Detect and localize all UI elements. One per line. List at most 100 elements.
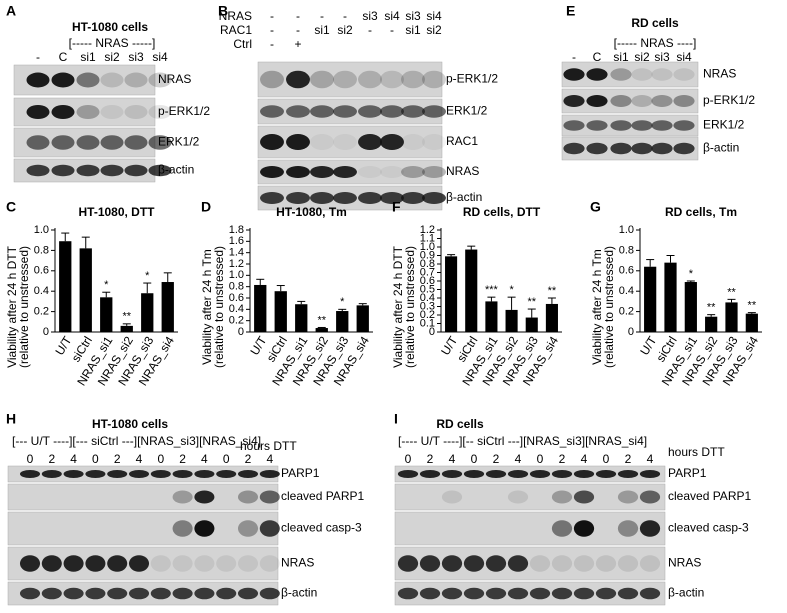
y-tick-label: 1.2 bbox=[229, 258, 244, 270]
bar bbox=[485, 301, 498, 332]
blot-band bbox=[41, 555, 62, 572]
blot-strip bbox=[7, 483, 279, 511]
blot-band bbox=[617, 520, 639, 537]
blot-band bbox=[63, 587, 84, 600]
y-tick-label: 0 bbox=[238, 326, 244, 338]
blot-band bbox=[507, 555, 529, 572]
condition-label: NRAS bbox=[219, 9, 252, 23]
lane-label: si2 bbox=[104, 50, 120, 64]
blot-band bbox=[51, 164, 75, 177]
lane-label: 2 bbox=[179, 452, 186, 466]
error-bar bbox=[447, 254, 456, 257]
significance: ** bbox=[122, 311, 131, 323]
blot-band bbox=[148, 135, 172, 150]
blot-band bbox=[286, 105, 310, 118]
blot-band bbox=[237, 470, 259, 478]
blot-band bbox=[259, 490, 280, 504]
blot-band bbox=[563, 142, 585, 155]
y-tick-label: 0 bbox=[429, 326, 435, 338]
blot-strip bbox=[561, 61, 699, 88]
error-bar bbox=[507, 296, 516, 310]
lane-label: si4 bbox=[152, 50, 168, 64]
y-tick-label: 1.8 bbox=[229, 224, 244, 236]
blot-band bbox=[63, 470, 84, 478]
blot-band bbox=[172, 490, 193, 504]
lane-label: 0 bbox=[223, 452, 230, 466]
blot-band bbox=[100, 135, 124, 150]
bar bbox=[59, 241, 72, 332]
blot-band bbox=[19, 587, 41, 600]
blot-band bbox=[194, 490, 215, 504]
blot-band bbox=[76, 164, 100, 177]
blot-band bbox=[194, 470, 215, 478]
blot-row-label: ERK1/2 bbox=[158, 135, 200, 149]
y-tick-label: 0.3 bbox=[420, 300, 435, 312]
significance: ** bbox=[727, 286, 736, 298]
error-bar bbox=[707, 314, 716, 317]
blot-band bbox=[41, 587, 62, 600]
blot-band bbox=[26, 105, 50, 119]
blot-band bbox=[401, 192, 425, 204]
lane-label: 4 bbox=[70, 452, 77, 466]
error-bar bbox=[727, 298, 736, 303]
lane-label: 2 bbox=[48, 452, 55, 466]
blot-band bbox=[150, 470, 171, 478]
blot-row-label: NRAS bbox=[668, 556, 701, 570]
blot-band bbox=[485, 555, 507, 572]
blot-band bbox=[260, 166, 284, 178]
blot-strip bbox=[394, 483, 666, 511]
blot-band bbox=[124, 164, 148, 177]
blot-row-label: β-actin bbox=[703, 141, 739, 155]
blot-strip bbox=[561, 88, 699, 114]
y-tick-label: 0.8 bbox=[420, 258, 435, 270]
bar bbox=[725, 302, 738, 332]
condition-lane: - bbox=[270, 37, 274, 51]
lane-unit: hours DTT bbox=[668, 445, 725, 459]
error-bar bbox=[163, 272, 172, 283]
blot-band bbox=[19, 470, 41, 478]
condition-lane: - bbox=[320, 9, 324, 23]
blot-band bbox=[617, 490, 639, 504]
y-tick-label: 0.4 bbox=[619, 285, 634, 297]
panel-letter: D bbox=[201, 199, 211, 215]
error-bar bbox=[297, 300, 306, 305]
blot-band bbox=[610, 142, 632, 155]
blot-band bbox=[124, 135, 148, 150]
blot-band bbox=[333, 105, 357, 118]
blot-band bbox=[441, 555, 463, 572]
bar bbox=[120, 325, 133, 332]
panel-letter: B bbox=[218, 3, 228, 19]
condition-lane: - bbox=[368, 23, 372, 37]
blot-band bbox=[85, 555, 106, 572]
lane-label: 2 bbox=[493, 452, 500, 466]
blot-band bbox=[216, 587, 237, 600]
y-tick-label: 0.9 bbox=[420, 249, 435, 261]
blot-title: RD cells bbox=[631, 16, 679, 30]
bar bbox=[545, 303, 558, 332]
blot-band bbox=[216, 555, 237, 572]
blot-band bbox=[286, 192, 310, 204]
lane-label: si2 bbox=[634, 50, 650, 64]
bar bbox=[664, 262, 677, 332]
lane-label: C bbox=[593, 50, 602, 64]
blot-band bbox=[563, 95, 585, 107]
significance: ** bbox=[548, 285, 557, 297]
lane-header: [---- U/T ----][-- siCtrl ---][NRAS_si3]… bbox=[398, 434, 647, 448]
blot-band bbox=[507, 470, 529, 478]
y-tick-label: 0.6 bbox=[420, 275, 435, 287]
error-bar bbox=[358, 303, 367, 306]
blot-band bbox=[358, 70, 382, 89]
blot-band bbox=[651, 142, 673, 155]
y-axis-label: (relative to unstressed) bbox=[403, 246, 417, 368]
condition-lane: - bbox=[343, 9, 347, 23]
blot-band bbox=[237, 490, 259, 504]
blot-band bbox=[563, 68, 585, 81]
y-tick-label: 0.4 bbox=[420, 292, 435, 304]
blot-band bbox=[631, 95, 653, 107]
lane-label: 0 bbox=[471, 452, 478, 466]
blot-band bbox=[128, 587, 150, 600]
error-bar bbox=[122, 323, 131, 326]
blot-band bbox=[419, 587, 441, 600]
lane-label: 2 bbox=[559, 452, 566, 466]
